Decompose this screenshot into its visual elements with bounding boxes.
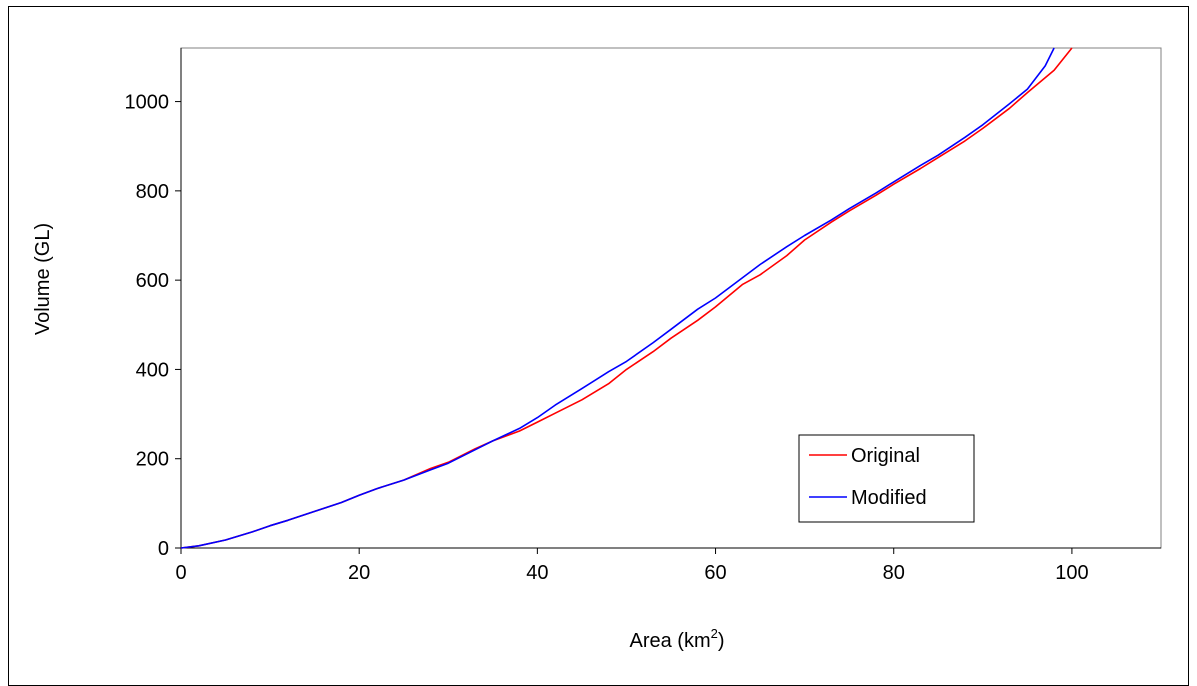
y-tick-label: 800 xyxy=(136,181,169,203)
series-layer xyxy=(180,47,1073,549)
plot-border xyxy=(180,47,1162,549)
legend-box xyxy=(798,434,975,523)
y-tick-label: 400 xyxy=(136,359,169,381)
chart-frame: 0 200 400 600 800 1000 0 20 40 60 80 100 Volume (GL… xyxy=(8,6,1189,686)
x-tick-label: 100 xyxy=(1055,562,1088,584)
x-tick-label: 0 xyxy=(175,562,186,584)
legend-label-modified: Modified xyxy=(851,487,927,509)
legend-label-original: Original xyxy=(851,445,920,467)
legend: Original Modified xyxy=(798,434,975,523)
x-tick-label: 60 xyxy=(704,562,726,584)
y-tick-label: 0 xyxy=(158,538,169,560)
plot-area xyxy=(180,47,1162,549)
x-axis-title-suffix: ) xyxy=(718,630,725,652)
x-tick-label: 80 xyxy=(883,562,905,584)
line-chart: 0 200 400 600 800 1000 0 20 40 60 80 100 Volume (GL… xyxy=(32,47,1162,652)
x-tick-label: 40 xyxy=(526,562,548,584)
axes: 0 200 400 600 800 1000 0 20 40 60 80 100 xyxy=(125,48,1161,584)
x-axis-title-main: Area (km xyxy=(629,630,710,652)
x-axis-title-sup: 2 xyxy=(711,626,718,641)
series-line-modified xyxy=(180,47,1055,549)
x-axis-title: Area (km2) xyxy=(629,626,724,652)
y-tick-label: 200 xyxy=(136,449,169,471)
y-tick-label: 600 xyxy=(136,270,169,292)
x-tick-label: 20 xyxy=(348,562,370,584)
y-axis-title: Volume (GL) xyxy=(32,223,54,335)
y-tick-label: 1000 xyxy=(125,92,170,114)
